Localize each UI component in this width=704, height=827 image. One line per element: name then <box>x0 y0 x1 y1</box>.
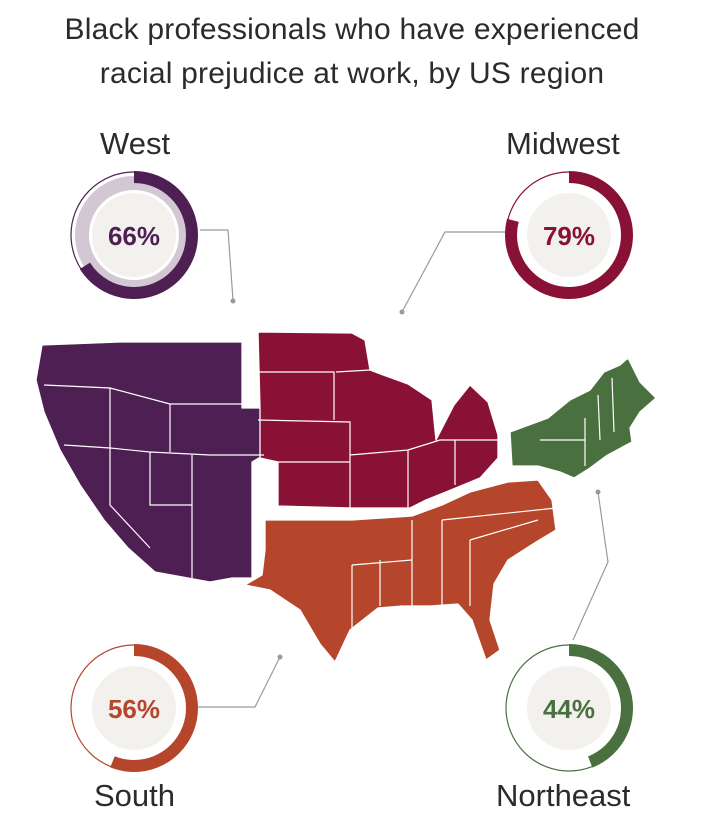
label-midwest: Midwest <box>506 126 620 161</box>
label-south: South <box>94 778 176 813</box>
connector-lines <box>195 229 609 708</box>
donut-west: 66% <box>70 171 198 299</box>
donut-south-inner <box>92 666 176 750</box>
label-northeast: Northeast <box>496 778 631 813</box>
label-west: West <box>100 126 171 161</box>
donut-south-arc <box>70 644 198 772</box>
region-northeast <box>509 357 657 479</box>
title-line-2: racial prejudice at work, by US region <box>99 57 605 90</box>
us-map <box>35 331 657 663</box>
connector-south <box>195 656 281 708</box>
donut-midwest-ring <box>505 171 633 299</box>
title-line-1: Black professionals who have experienced <box>64 13 640 46</box>
donut-northeast-inner <box>527 666 611 750</box>
donut-midwest-arc <box>505 171 633 299</box>
donut-south: 56% <box>70 644 198 772</box>
donut-northeast: 44% <box>505 644 633 772</box>
donut-midwest-inner <box>527 193 611 277</box>
connector-west <box>200 229 234 301</box>
connector-dots <box>230 298 601 660</box>
state-borders <box>43 369 615 630</box>
region-midwest <box>257 331 499 509</box>
donut-midwest-label: 79% <box>543 221 595 251</box>
donut-northeast-label: 44% <box>543 694 595 724</box>
chart-title: Black professionals who have experienced… <box>0 8 704 96</box>
donut-midwest: 79% <box>505 171 633 299</box>
connector-northeast <box>572 491 609 641</box>
donut-west-label: 66% <box>108 221 160 251</box>
donut-northeast-ring <box>505 644 633 772</box>
connector-midwest <box>401 231 508 313</box>
donut-south-label: 56% <box>108 694 160 724</box>
donut-south-ring <box>70 644 198 772</box>
donut-west-arc <box>70 171 198 299</box>
donut-west-inner <box>92 193 176 277</box>
donut-west-ring <box>70 171 198 299</box>
region-south <box>244 479 557 663</box>
donut-northeast-arc <box>505 644 633 772</box>
